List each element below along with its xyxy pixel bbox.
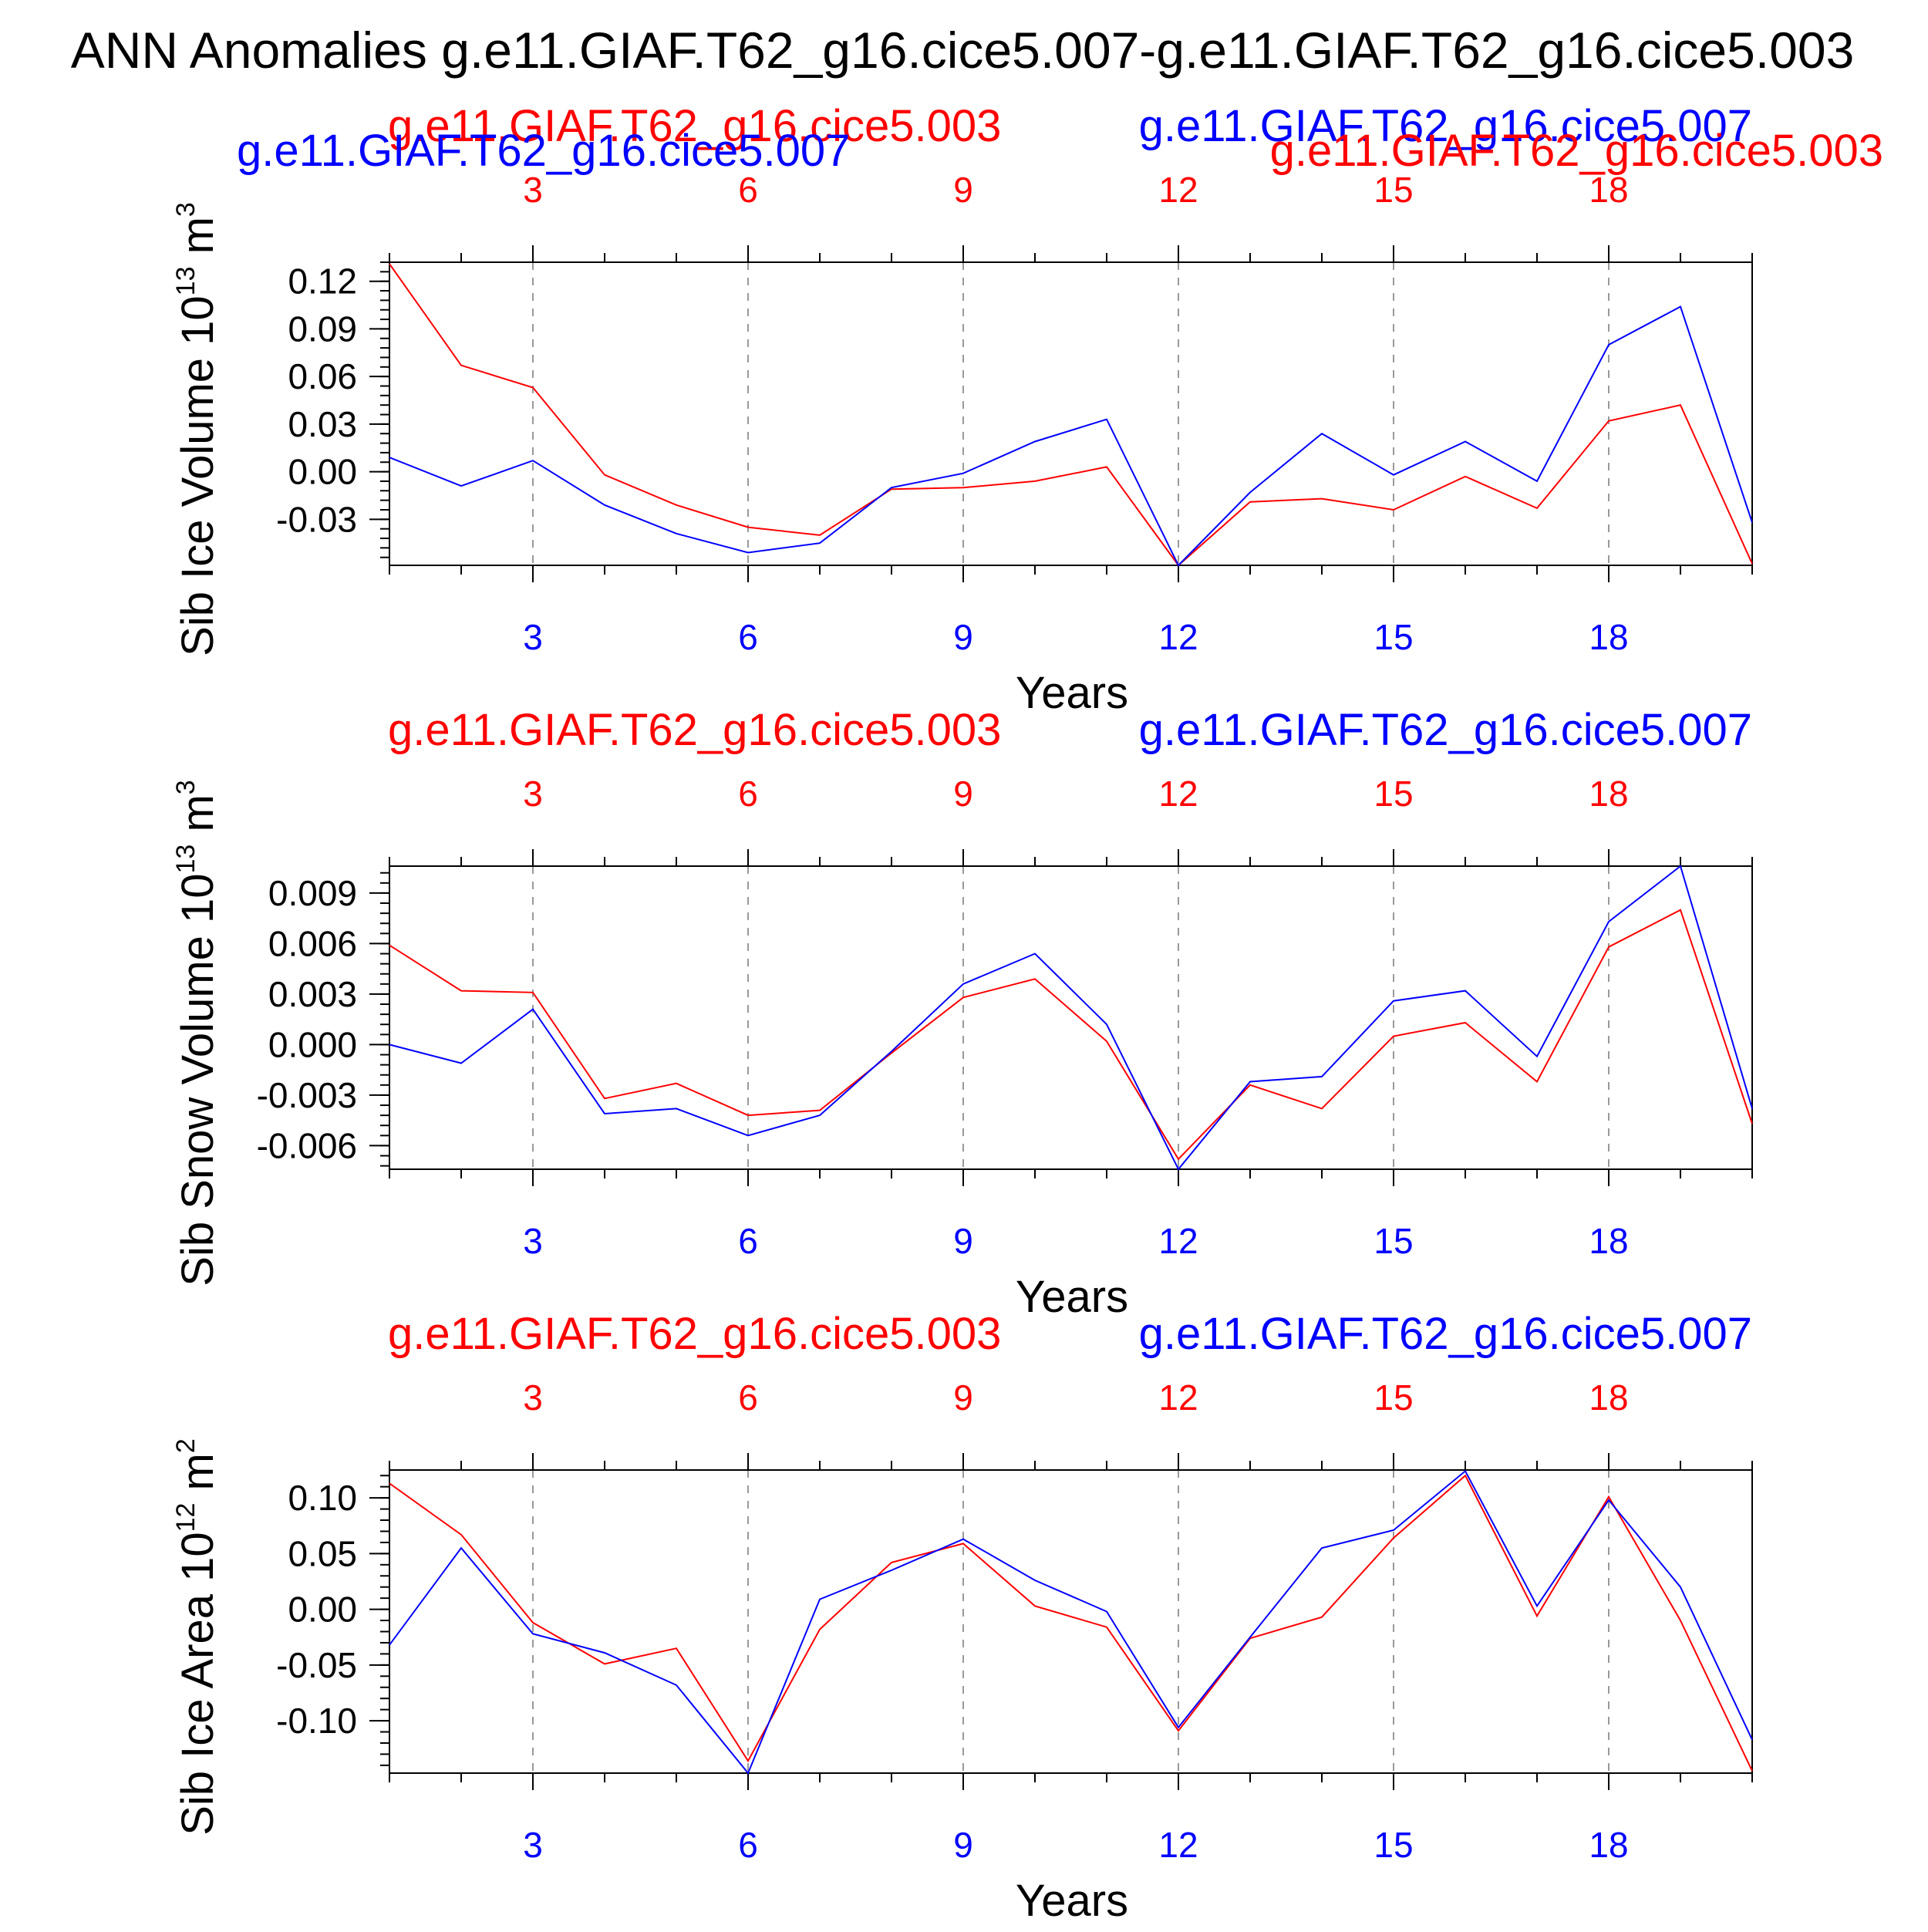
x-tick-label-top: 12 (1158, 1377, 1198, 1418)
figure-title: ANN Anomalies g.e11.GIAF.T62_g16.cice5.0… (71, 22, 1855, 79)
run-label-left: g.e11.GIAF.T62_g16.cice5.003 (388, 705, 1001, 755)
run-label-extra-left: g.e11.GIAF.T62_g16.cice5.007 (237, 126, 850, 176)
y-tick-label: 0.03 (288, 404, 357, 444)
x-tick-label-top: 15 (1374, 170, 1413, 210)
x-tick-label-bottom: 9 (953, 617, 973, 657)
x-tick-label-top: 9 (953, 170, 973, 210)
y-tick-label: 0.05 (288, 1533, 357, 1573)
x-tick-label-bottom: 6 (738, 617, 758, 657)
x-tick-label-top: 18 (1589, 1377, 1628, 1418)
x-tick-label-bottom: 12 (1158, 1825, 1198, 1865)
y-tick-label: 0.006 (268, 923, 357, 963)
x-axis-label: Years (1016, 1876, 1128, 1926)
x-tick-label-bottom: 18 (1589, 1221, 1628, 1261)
y-tick-label: 0.000 (268, 1024, 357, 1064)
x-tick-label-top: 3 (523, 774, 543, 814)
panel-3: 3 3 6 6 9 9 12 12 15 15 18 18 -0.10 -0.05 0.00 0.05 0.10… (171, 1309, 1753, 1926)
run-label-right: g.e11.GIAF.T62_g16.cice5.007 (1139, 1309, 1752, 1359)
x-tick-label-top: 15 (1374, 1377, 1413, 1418)
y-tick-label: 0.06 (288, 356, 357, 396)
y-tick-label: 0.10 (288, 1478, 357, 1518)
y-tick-label: -0.003 (257, 1075, 357, 1115)
series-line-blue (389, 1469, 1753, 1775)
x-tick-label-bottom: 6 (738, 1221, 758, 1261)
series-line-red (389, 909, 1753, 1161)
run-label-extra-right: g.e11.GIAF.T62_g16.cice5.003 (1270, 126, 1883, 176)
series-line-blue (389, 305, 1753, 567)
plot-frame (389, 1469, 1753, 1774)
x-tick-label-bottom: 3 (523, 1221, 543, 1261)
x-tick-label-bottom: 3 (523, 617, 543, 657)
x-tick-label-top: 6 (738, 774, 758, 814)
x-tick-label-bottom: 9 (953, 1825, 973, 1865)
run-label-right: g.e11.GIAF.T62_g16.cice5.007 (1139, 705, 1752, 755)
y-tick-label: 0.003 (268, 974, 357, 1014)
panel-2: 3 3 6 6 9 9 12 12 15 15 18 18 -0.006 -0.003 0.000 0.003… (171, 705, 1753, 1322)
x-tick-label-bottom: 12 (1158, 1221, 1198, 1261)
y-tick-label: 0.12 (288, 261, 357, 302)
x-tick-label-top: 12 (1158, 774, 1198, 814)
series-line-blue (389, 865, 1753, 1171)
y-tick-label: 0.009 (268, 873, 357, 913)
run-label-left: g.e11.GIAF.T62_g16.cice5.003 (388, 101, 1001, 151)
x-tick-label-bottom: 18 (1589, 1825, 1628, 1865)
x-tick-label-bottom: 12 (1158, 617, 1198, 657)
x-axis-label: Years (1016, 1272, 1128, 1322)
x-tick-label-top: 9 (953, 1377, 973, 1418)
y-tick-label: 0.00 (288, 1590, 357, 1630)
y-axis-label: Sib Ice Area 1012 m2 (171, 1438, 223, 1836)
y-tick-label: -0.006 (257, 1125, 357, 1165)
x-tick-label-bottom: 15 (1374, 1825, 1413, 1865)
run-label-left: g.e11.GIAF.T62_g16.cice5.003 (388, 1309, 1001, 1359)
x-tick-label-top: 18 (1589, 774, 1628, 814)
x-tick-label-top: 9 (953, 774, 973, 814)
x-tick-label-bottom: 15 (1374, 1221, 1413, 1261)
y-tick-label: -0.03 (276, 499, 357, 539)
y-tick-label: -0.05 (276, 1645, 357, 1685)
x-tick-label-top: 3 (523, 170, 543, 210)
series-line-red (389, 1474, 1753, 1772)
x-tick-label-top: 18 (1589, 170, 1628, 210)
y-tick-label: -0.10 (276, 1701, 357, 1741)
x-tick-label-top: 6 (738, 1377, 758, 1418)
x-tick-label-top: 12 (1158, 170, 1198, 210)
panel-1: 3 3 6 6 9 9 12 12 15 15 18 18 -0.03 0.00 0.03 0.06 0.09 0… (171, 101, 1883, 718)
run-label-right: g.e11.GIAF.T62_g16.cice5.007 (1139, 101, 1752, 151)
plot-frame (389, 261, 1753, 566)
series-line-red (389, 263, 1753, 567)
y-axis-label: Sib Ice Volume 1013 m3 (171, 202, 223, 656)
y-tick-label: 0.00 (288, 452, 357, 492)
x-tick-label-bottom: 9 (953, 1221, 973, 1261)
x-tick-label-bottom: 15 (1374, 617, 1413, 657)
x-axis-label: Years (1016, 668, 1128, 718)
x-tick-label-bottom: 18 (1589, 617, 1628, 657)
x-tick-label-top: 3 (523, 1377, 543, 1418)
x-tick-label-top: 15 (1374, 774, 1413, 814)
x-tick-label-bottom: 6 (738, 1825, 758, 1865)
x-tick-label-top: 6 (738, 170, 758, 210)
plot-frame (389, 865, 1753, 1170)
x-tick-label-bottom: 3 (523, 1825, 543, 1865)
y-tick-label: 0.09 (288, 309, 357, 349)
y-axis-label: Sib Snow Volume 1013 m3 (171, 780, 223, 1286)
